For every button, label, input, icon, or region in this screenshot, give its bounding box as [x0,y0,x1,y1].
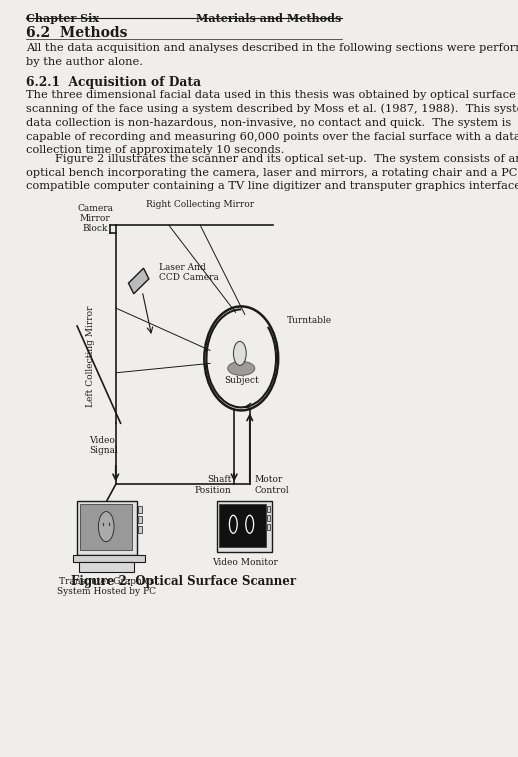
Text: Shaft
Position: Shaft Position [195,475,232,495]
Bar [219,503,266,547]
Text: 6.2  Methods: 6.2 Methods [26,26,128,40]
Bar [138,525,142,533]
Text: Video Monitor: Video Monitor [212,558,278,567]
Bar [217,500,272,552]
Text: Chapter Six: Chapter Six [26,13,99,24]
Text: Motor
Control: Motor Control [254,475,289,495]
Bar [267,524,270,530]
Text: Figure 2: Optical Surface Scanner: Figure 2: Optical Surface Scanner [71,575,296,588]
Polygon shape [128,268,149,294]
Text: Video
Signal: Video Signal [89,436,118,455]
Ellipse shape [234,341,246,366]
Text: The three dimensional facial data used in this thesis was obtained by optical su: The three dimensional facial data used i… [26,90,518,155]
Ellipse shape [98,512,114,541]
Bar [80,503,133,550]
Bar [138,516,142,522]
Text: Left Collecting Mirror: Left Collecting Mirror [86,306,95,407]
Bar [73,555,145,562]
Text: All the data acquisition and analyses described in the following sections were p: All the data acquisition and analyses de… [26,43,518,67]
Bar [267,515,270,521]
Bar [77,500,137,555]
Text: Figure 2 illustrates the scanner and its optical set-up.  The system consists of: Figure 2 illustrates the scanner and its… [26,154,518,192]
Text: Laser And
CCD Camera: Laser And CCD Camera [159,263,219,282]
Text: Camera
Mirror
Block: Camera Mirror Block [77,204,113,233]
Bar [267,506,270,512]
Ellipse shape [228,361,255,375]
Text: Materials and Methods: Materials and Methods [196,13,341,24]
Bar [138,506,142,512]
Text: Right Collecting Mirror: Right Collecting Mirror [146,200,254,209]
Bar [79,562,135,572]
Text: Subject: Subject [224,376,258,385]
Text: 6.2.1  Acquisition of Data: 6.2.1 Acquisition of Data [26,76,202,89]
Text: Transputer Graphics
System Hosted by PC: Transputer Graphics System Hosted by PC [57,577,156,596]
Text: Turntable: Turntable [286,316,332,326]
